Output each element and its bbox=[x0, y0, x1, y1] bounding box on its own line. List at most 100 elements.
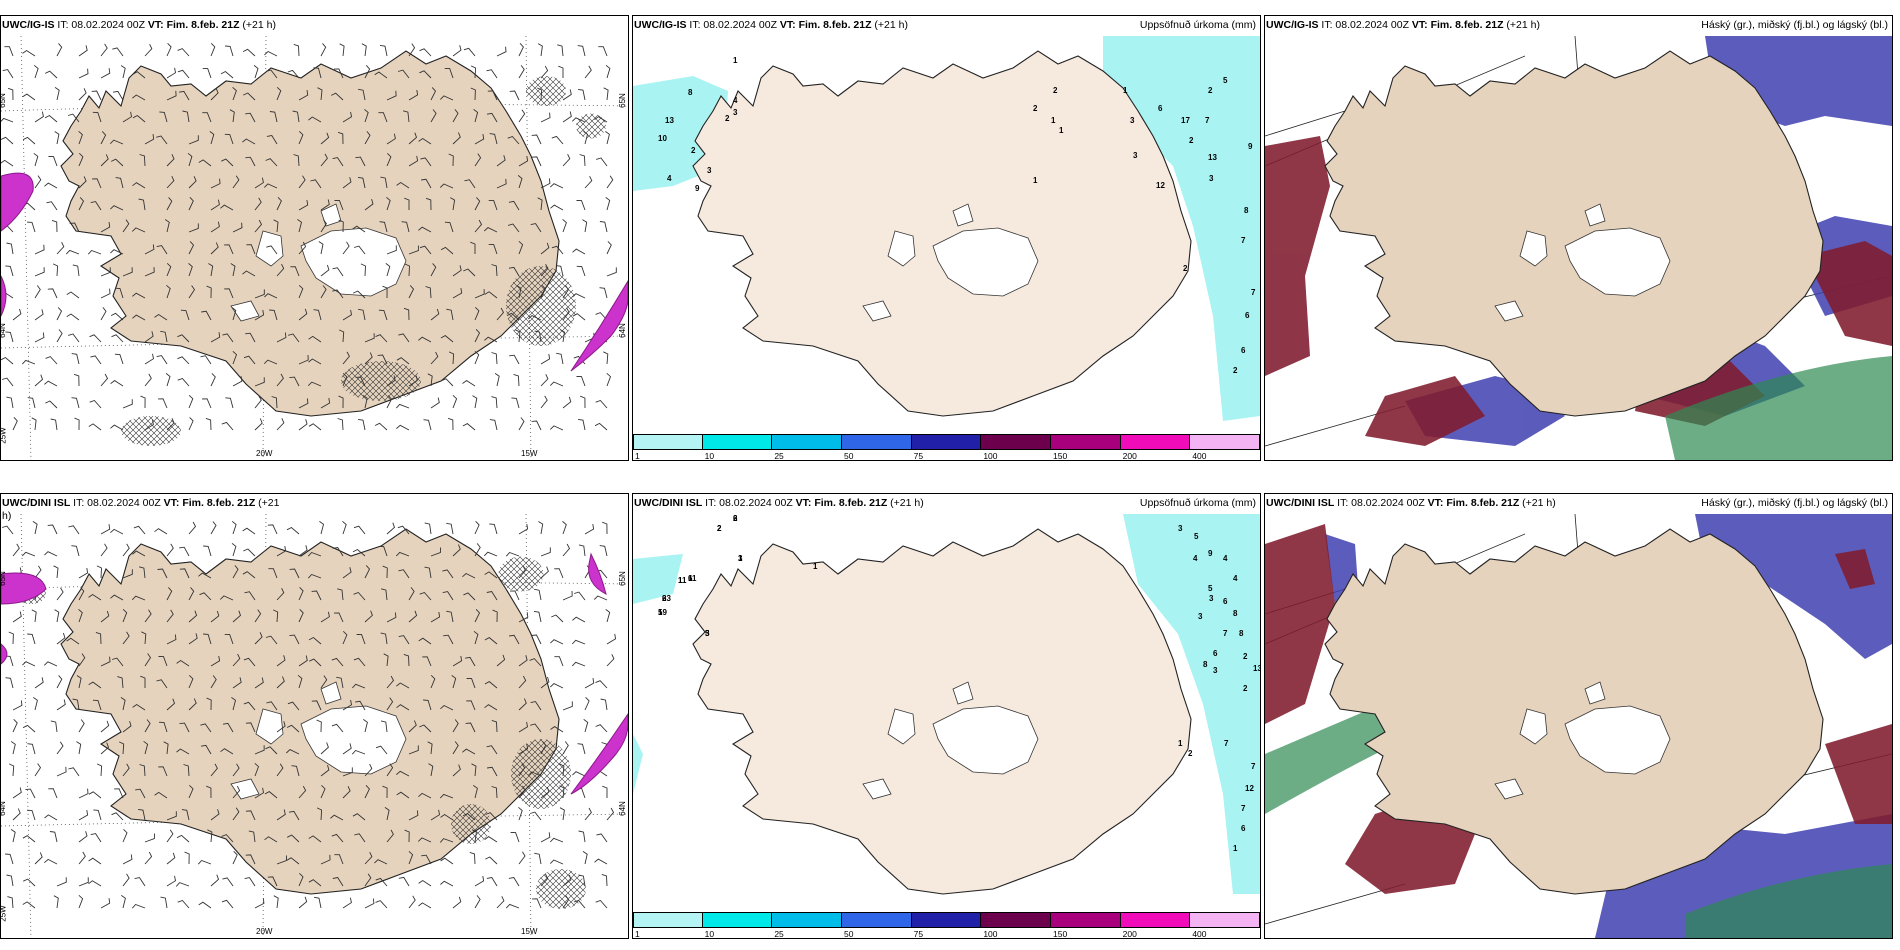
lead-time: (+21 h) bbox=[1503, 19, 1540, 31]
lead-time-wrap: h) bbox=[2, 510, 12, 522]
precip-value: 6 bbox=[1241, 346, 1246, 355]
precip-value: 4 bbox=[1193, 554, 1198, 563]
colorbar-label: 400 bbox=[1192, 929, 1207, 939]
precip-value: 4 bbox=[733, 96, 738, 105]
precip-value: 3 bbox=[738, 554, 743, 563]
precip-value: 2 bbox=[1053, 86, 1058, 95]
latitude-label: 65N bbox=[0, 571, 7, 586]
iceland-landmass bbox=[692, 528, 1192, 895]
precip-value: 2 bbox=[1233, 366, 1238, 375]
map-canvas bbox=[1265, 513, 1892, 938]
precip-value: 11 bbox=[678, 576, 687, 585]
map-panel-wind-dini: UWC/DINI ISL IT: 08.02.2024 00Z VT: Fim.… bbox=[0, 493, 629, 939]
colorbar-swatch bbox=[702, 434, 773, 450]
precip-colorbar: 1 10 25 50 75 100 150 200 400 bbox=[633, 912, 1260, 938]
colorbar-swatch bbox=[911, 434, 982, 450]
precip-value: 13 bbox=[1208, 153, 1217, 162]
model-name: UWC/IG-IS bbox=[1266, 19, 1319, 31]
field-title: Uppsöfnuð úrkoma (mm) bbox=[1139, 497, 1256, 509]
precip-value: 9 bbox=[1248, 142, 1253, 151]
precip-value: 6 bbox=[733, 514, 738, 523]
init-time: IT: 08.02.2024 00Z bbox=[686, 19, 780, 31]
wind-speed-contours bbox=[1, 172, 628, 372]
precip-value: 1 bbox=[1233, 844, 1238, 853]
map-panel-wind-ig: UWC/IG-IS IT: 08.02.2024 00Z VT: Fim. 8.… bbox=[0, 15, 629, 461]
precip-value: 7 bbox=[1224, 739, 1229, 748]
lead-time: (+21 bbox=[255, 497, 280, 509]
precip-value: 8 bbox=[1233, 609, 1238, 618]
map-canvas bbox=[1265, 35, 1892, 460]
precip-value: 8 bbox=[1239, 629, 1244, 638]
precip-value: 10 bbox=[658, 134, 667, 143]
model-name: UWC/DINI ISL bbox=[2, 497, 71, 509]
precip-value: 8 bbox=[688, 88, 693, 97]
wind-speed-contours bbox=[1, 552, 628, 795]
map-panel-cloud-dini: UWC/DINI ISL IT: 08.02.2024 00Z VT: Fim.… bbox=[1264, 493, 1893, 939]
precip-value: 19 bbox=[658, 608, 667, 617]
precip-value: 2 bbox=[691, 146, 696, 155]
precip-value: 12 bbox=[1156, 181, 1165, 190]
colorbar-label: 50 bbox=[844, 451, 854, 461]
panel-header: UWC/IG-IS IT: 08.02.2024 00Z VT: Fim. 8.… bbox=[634, 19, 908, 31]
colorbar-swatch bbox=[1051, 912, 1121, 928]
precip-value: 4 bbox=[1233, 574, 1238, 583]
precip-value: 5 bbox=[1223, 76, 1228, 85]
precip-value: 2 bbox=[717, 524, 722, 533]
colorbar-swatch bbox=[911, 912, 982, 928]
latitude-label: 65N bbox=[617, 571, 627, 586]
panel-header: UWC/DINI ISL IT: 08.02.2024 00Z VT: Fim.… bbox=[1266, 497, 1556, 509]
precip-value: 5 bbox=[658, 608, 663, 617]
precip-value: 6 bbox=[688, 574, 693, 583]
precip-value: 9 bbox=[695, 184, 700, 193]
lead-time: (+21 h) bbox=[1519, 497, 1556, 509]
precip-value: 3 bbox=[1130, 116, 1135, 125]
colorbar-label: 100 bbox=[983, 451, 998, 461]
precip-value: 7 bbox=[1205, 116, 1210, 125]
iceland-landmass bbox=[1324, 50, 1824, 417]
map-panel-precip-dini: UWC/DINI ISL IT: 08.02.2024 00Z VT: Fim.… bbox=[632, 493, 1261, 939]
precip-value: 9 bbox=[1208, 549, 1213, 558]
precip-value: 6 bbox=[1223, 597, 1228, 606]
mid-cloud-field bbox=[1265, 136, 1892, 446]
longitude-label: 20W bbox=[256, 927, 273, 936]
latitude-label: 64N bbox=[0, 323, 7, 338]
hatched-area bbox=[121, 76, 606, 446]
colorbar-label: 50 bbox=[844, 929, 854, 939]
precip-value: 12 bbox=[1245, 784, 1254, 793]
wind-barbs bbox=[1, 520, 617, 909]
longitude-label: 15W bbox=[521, 449, 538, 458]
colorbar-swatch bbox=[981, 434, 1051, 450]
precip-value: 2 bbox=[1243, 652, 1248, 661]
precip-value: 2 bbox=[1033, 104, 1038, 113]
iceland-landmass bbox=[60, 50, 560, 417]
high-cloud-field bbox=[1665, 356, 1892, 460]
colorbar-swatch bbox=[1051, 434, 1121, 450]
init-time: IT: 08.02.2024 00Z bbox=[54, 19, 148, 31]
precip-value: 23 bbox=[662, 594, 671, 603]
precip-value: 7 bbox=[1251, 762, 1256, 771]
map-panel-precip-ig: UWC/IG-IS IT: 08.02.2024 00Z VT: Fim. 8.… bbox=[632, 15, 1261, 461]
colorbar-swatch bbox=[981, 912, 1051, 928]
colorbar-swatch bbox=[1120, 434, 1191, 450]
panel-header: UWC/DINI ISL IT: 08.02.2024 00Z VT: Fim.… bbox=[634, 497, 924, 509]
precip-value: 7 bbox=[1251, 288, 1256, 297]
precip-value: 7 bbox=[1241, 236, 1246, 245]
valid-time: VT: Fim. 8.feb. 21Z bbox=[163, 497, 256, 509]
colorbar-label: 10 bbox=[704, 929, 715, 939]
precip-value: 5 bbox=[705, 629, 710, 638]
longitude-label: 25W bbox=[0, 427, 8, 444]
colorbar-swatch bbox=[772, 434, 842, 450]
init-time: IT: 08.02.2024 00Z bbox=[1318, 19, 1412, 31]
iceland-landmass bbox=[60, 528, 560, 895]
map-canvas bbox=[633, 514, 1260, 895]
precip-value: 6 bbox=[1213, 649, 1218, 658]
precip-value: 2 bbox=[717, 524, 722, 533]
latitude-label: 64N bbox=[617, 323, 627, 338]
field-title: Háský (gr.), miðský (fj.bl.) og lágský (… bbox=[1701, 19, 1888, 31]
precip-value: 2 bbox=[725, 114, 730, 123]
precip-value: 13 bbox=[1253, 664, 1260, 673]
field-title: Háský (gr.), miðský (fj.bl.) og lágský (… bbox=[1701, 497, 1888, 509]
precip-value: 3 bbox=[1198, 612, 1203, 621]
precip-value: 17 bbox=[1181, 116, 1190, 125]
colorbar-label: 25 bbox=[774, 929, 784, 939]
